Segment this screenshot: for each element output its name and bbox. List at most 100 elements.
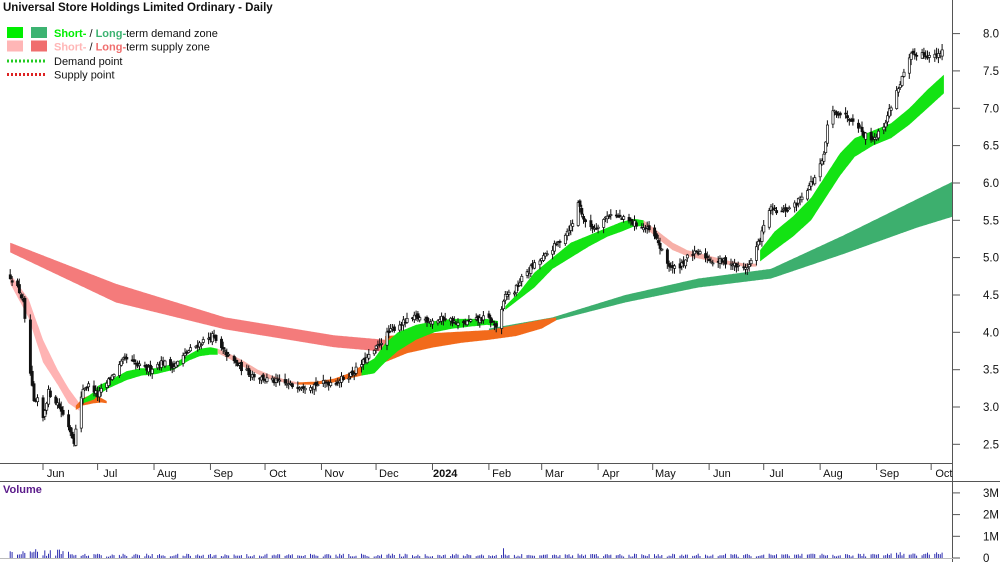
candle-body (341, 376, 345, 380)
candle-body (895, 90, 899, 109)
volume-label: Volume (3, 484, 42, 496)
candle-body (45, 403, 49, 411)
candle-body (107, 378, 111, 386)
candle-body (818, 163, 822, 178)
candle-body (656, 240, 660, 244)
candle-body (247, 368, 251, 376)
candle-body (43, 410, 47, 417)
candle-body (693, 250, 697, 255)
candle-body (567, 230, 571, 234)
candle-body (609, 214, 613, 216)
x-tick-label: Jun (713, 468, 731, 480)
candle-body (756, 240, 760, 246)
candle-body (465, 320, 469, 326)
candle-body (634, 222, 638, 227)
demand-zone-separator: / (86, 28, 95, 40)
candle-body (347, 377, 351, 380)
x-tick-label: Jun (47, 468, 65, 480)
candle-body (436, 320, 440, 324)
candle-body (822, 153, 826, 162)
candle-body (529, 265, 533, 274)
candle-body (507, 291, 511, 295)
candle-body (554, 243, 558, 246)
candle-body (857, 122, 860, 129)
candle-body (334, 383, 338, 385)
candle-body (505, 294, 509, 297)
demand-point-label: Demand point (54, 56, 123, 68)
candle-body (221, 347, 225, 350)
candle-body (773, 207, 777, 210)
demand-short-zone-4 (760, 74, 944, 262)
candle-body (653, 227, 657, 237)
candle-body (36, 397, 40, 403)
y-tick-label: 6.5 (983, 141, 999, 153)
candle-body (431, 320, 435, 325)
candle-body (884, 122, 888, 128)
candle-body (647, 225, 651, 231)
candle-body (352, 373, 356, 376)
candle-body (580, 208, 584, 215)
candle-body (41, 397, 45, 418)
candle-body (767, 210, 771, 228)
candle-body (199, 344, 203, 346)
candle-body (99, 388, 103, 393)
candle-body (582, 216, 586, 220)
supply-zone-separator: / (86, 42, 95, 54)
candle-body (698, 251, 702, 255)
candle-body (844, 112, 848, 115)
candle-body (835, 111, 839, 115)
candle-body (514, 284, 518, 294)
candle-body (784, 207, 788, 212)
long-supply-zone (10, 242, 386, 352)
candle-body (54, 396, 58, 404)
y-tick-label: 5.5 (983, 215, 999, 227)
candle-body (290, 383, 294, 388)
candle-body (278, 379, 282, 382)
candle-body (820, 160, 824, 165)
x-tick-label: Oct (935, 468, 952, 480)
candle-body (525, 271, 529, 276)
candle-body (922, 52, 926, 56)
x-tick-label: Nov (324, 468, 344, 480)
candle-body (809, 181, 813, 187)
candle-body (183, 352, 187, 356)
candle-body (387, 330, 391, 334)
candle-body (416, 313, 420, 319)
candle-body (70, 431, 74, 439)
candle-body (261, 374, 265, 381)
candle-body (79, 396, 83, 429)
candle-body (755, 246, 758, 261)
demand-zone-long-swatch (31, 27, 47, 38)
candle-body (864, 132, 868, 140)
y-tick-label: 5.0 (983, 253, 999, 265)
candle-body (831, 110, 835, 125)
supply-zone-rest-text: term supply zone (126, 42, 210, 54)
candle-body (456, 322, 460, 326)
candle-body (745, 267, 749, 270)
candle-body (181, 355, 185, 364)
short-supply-zone (10, 274, 80, 411)
demand-zone-rest-text: term demand zone (126, 28, 218, 40)
candle-body (23, 297, 27, 319)
candle-body (316, 384, 320, 386)
candle-body (398, 324, 402, 331)
candle-body (736, 264, 740, 267)
candle-body (780, 210, 784, 213)
candle-body (110, 374, 114, 380)
candle-body (589, 220, 593, 228)
candle-body (491, 320, 495, 323)
candle-body (882, 126, 886, 131)
candle-body (902, 71, 906, 77)
y-tick-label: 4.0 (983, 327, 999, 339)
candle-body (898, 84, 902, 88)
candle-body (500, 309, 504, 329)
candle-body (538, 260, 542, 266)
volume-tick-label: 2M (983, 510, 999, 522)
candle-body (749, 260, 753, 265)
candle-body (762, 224, 766, 233)
candle-body (87, 383, 91, 388)
candle-body (915, 54, 919, 57)
x-tick-label: Aug (157, 468, 177, 480)
candle-body (569, 224, 573, 231)
